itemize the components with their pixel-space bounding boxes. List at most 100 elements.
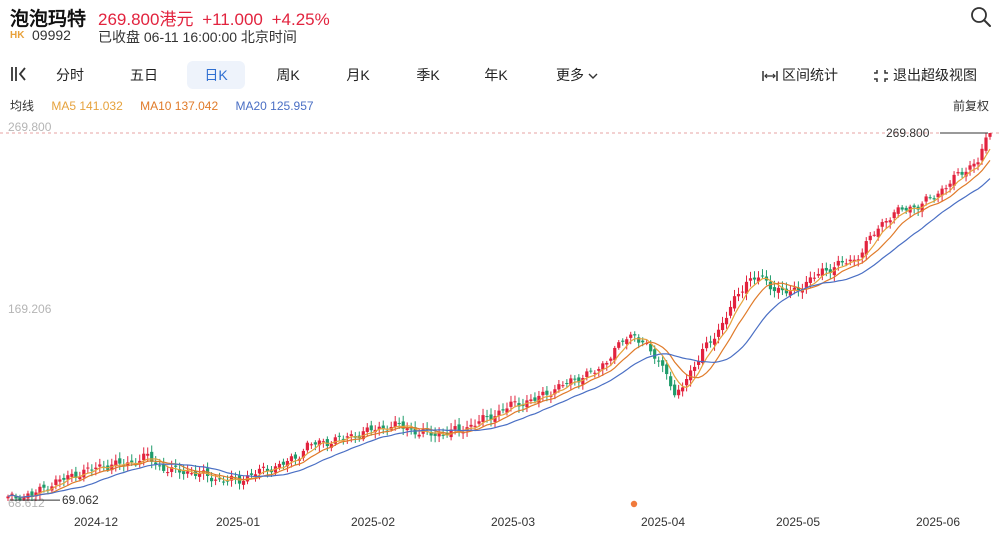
interval-stats-label: 区间统计 (782, 67, 838, 83)
search-icon[interactable] (970, 6, 992, 28)
stock-code: 09992 (32, 27, 71, 43)
candle-body (253, 474, 258, 477)
market-badge: HK (10, 30, 25, 41)
candle-body (221, 481, 226, 483)
price-adjust-mode[interactable]: 前复权 (953, 99, 990, 113)
tab-monthly-k[interactable]: 月K (346, 67, 370, 83)
tab-quarterly-k[interactable]: 季K (416, 67, 440, 83)
candle-body (325, 439, 329, 447)
candle-body (780, 287, 785, 291)
candle-body (880, 222, 884, 227)
candle-body (493, 416, 497, 422)
candle-body (896, 207, 900, 214)
candle-body (377, 426, 381, 430)
candle-body (545, 390, 549, 395)
candle-body (86, 467, 90, 469)
candle-body (537, 395, 541, 403)
candle-body (724, 317, 729, 325)
candle-body (166, 472, 170, 474)
tab-yearly-k[interactable]: 年K (484, 67, 508, 83)
candle-body (649, 343, 653, 352)
period-tabs: 分时 五日 日K 周K 月K 季K 年K 更多 区间统计 退出超级视图 (0, 58, 1000, 90)
tab-daily-k[interactable]: 日K (187, 61, 245, 89)
candle-body (677, 389, 681, 396)
tab-five-day[interactable]: 五日 (130, 67, 158, 83)
market-status: 已收盘 06-11 16:00:00 北京时间 (98, 29, 297, 45)
candle-body (828, 269, 832, 273)
candle-body (170, 467, 174, 472)
candle-body (118, 458, 122, 464)
candle-body (892, 212, 896, 219)
candle-body (533, 397, 537, 401)
candle-body (557, 384, 561, 390)
candle-body (285, 460, 290, 467)
collapse-panel-icon[interactable] (10, 66, 28, 82)
candle-body (984, 137, 988, 151)
candle-body (609, 358, 613, 361)
candle-body (485, 416, 489, 418)
candle-body (573, 378, 577, 380)
candle-body (433, 433, 437, 436)
candle-body (142, 453, 146, 461)
candle-body (704, 342, 709, 349)
candle-body (952, 174, 956, 186)
candle-body (964, 171, 968, 177)
candle-body (593, 372, 597, 374)
candle-body (309, 444, 313, 446)
candle-body (381, 425, 385, 429)
y-axis-label: 169.206 (8, 302, 52, 316)
candle-body (441, 434, 445, 436)
x-axis-tick-label: 2025-02 (351, 515, 395, 529)
candle-body (209, 477, 214, 482)
candle-body (34, 492, 38, 497)
candle-body (585, 371, 589, 377)
exit-fullscreen-button[interactable]: 退出超级视图 (873, 61, 977, 89)
interval-stats-button[interactable]: 区间统计 (762, 61, 838, 89)
candle-body (740, 291, 745, 293)
candle-body (409, 428, 413, 430)
candle-body (321, 441, 325, 443)
candle-body (154, 462, 158, 465)
candle-body (66, 475, 70, 480)
candle-body (720, 322, 725, 331)
candle-body (473, 425, 477, 427)
x-axis-tick-label: 2025-05 (776, 515, 820, 529)
tab-intraday[interactable]: 分时 (56, 67, 84, 83)
candle-body (868, 235, 872, 241)
candle-body (74, 471, 78, 478)
candle-body (716, 329, 721, 337)
candle-body (349, 434, 353, 437)
candle-body (756, 277, 761, 282)
candle-body (182, 471, 186, 475)
candle-body (728, 306, 733, 316)
candle-body (541, 391, 545, 396)
candle-body (457, 424, 461, 431)
candle-body (732, 296, 737, 309)
candle-body (257, 468, 262, 474)
candle-body (369, 425, 373, 431)
candle-body (836, 260, 840, 266)
ma5-value: MA5 141.032 (51, 99, 123, 113)
candle-body (820, 268, 824, 276)
candle-body (605, 362, 609, 365)
tab-more[interactable]: 更多 (552, 61, 602, 89)
candle-body (864, 241, 868, 255)
low-marker-label: 69.062 (62, 493, 99, 507)
candle-body (393, 421, 397, 428)
candle-body (748, 278, 753, 281)
candle-body (301, 450, 305, 458)
candle-body (980, 148, 984, 161)
high-marker-label: 269.800 (886, 126, 930, 140)
candle-body (597, 369, 601, 371)
tab-weekly-k[interactable]: 周K (276, 67, 300, 83)
candle-body (948, 183, 952, 187)
candle-body (365, 427, 369, 432)
candle-body (249, 473, 254, 475)
candle-body (158, 465, 162, 467)
candle-body (54, 479, 58, 485)
candlestick-chart[interactable]: 269.800169.20668.612269.80069.0622024-12… (0, 118, 1000, 533)
candle-body (445, 432, 449, 436)
candle-body (277, 463, 282, 468)
candle-body (529, 399, 533, 402)
candle-body (661, 360, 665, 366)
